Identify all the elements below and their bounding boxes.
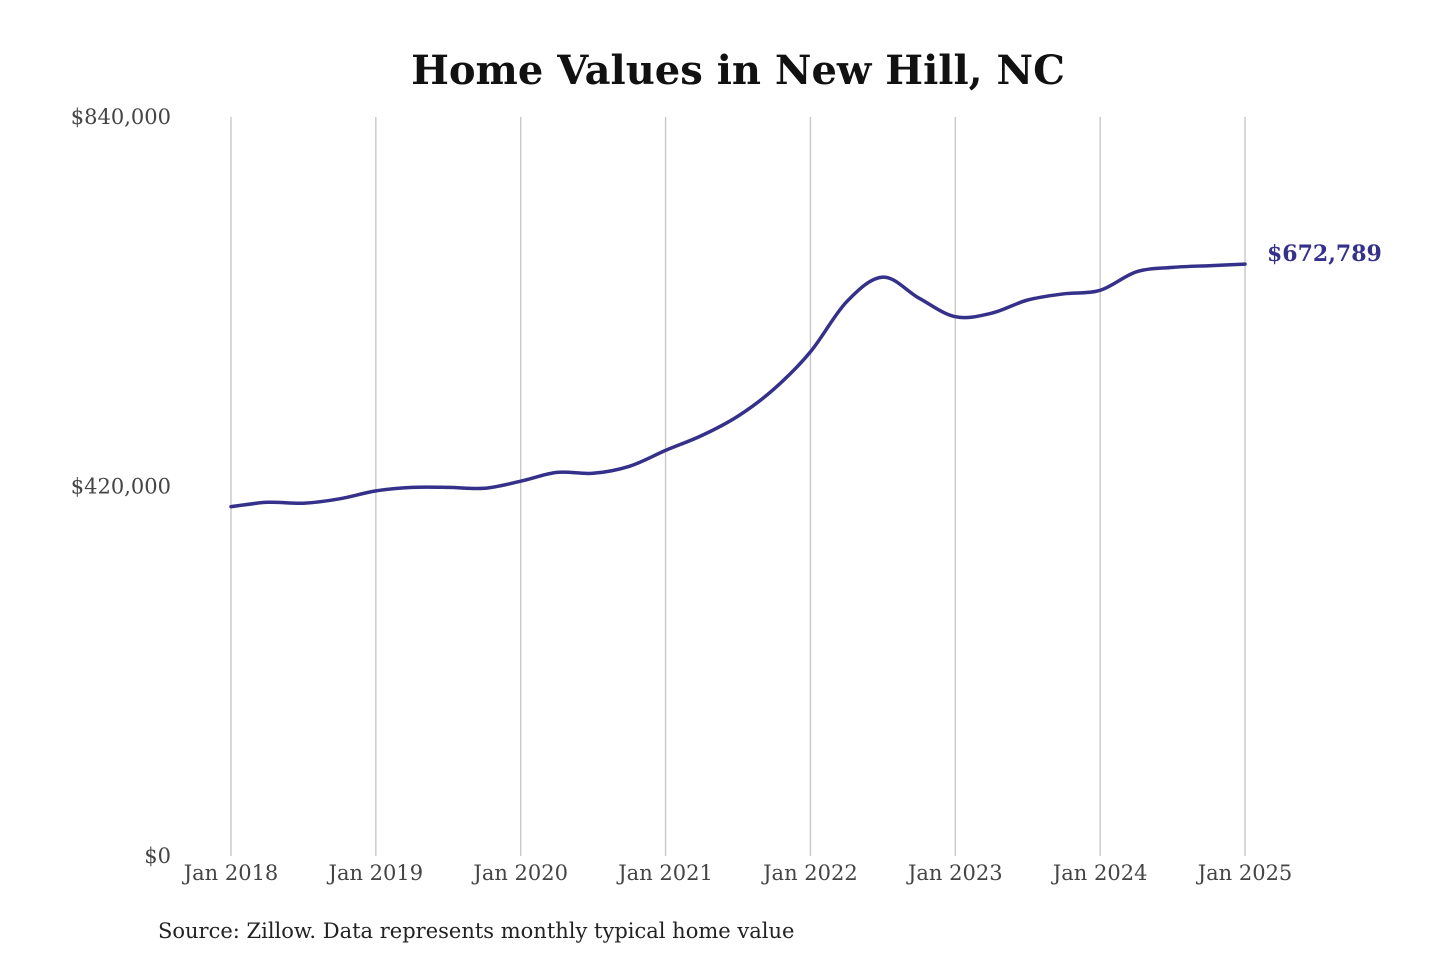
x-tick-label: Jan 2023: [906, 861, 1003, 885]
gridlines: [230, 117, 1246, 856]
x-tick-label: Jan 2024: [1051, 861, 1148, 885]
series-layer: [229, 262, 1247, 509]
x-tick-label: Jan 2020: [471, 861, 568, 885]
chart-title: Home Values in New Hill, NC: [411, 47, 1065, 94]
source-note: Source: Zillow. Data represents monthly …: [158, 919, 794, 943]
x-tick-label: Jan 2021: [616, 861, 713, 885]
y-tick-label: $0: [144, 844, 171, 868]
x-axis: Jan 2018 Jan 2019 Jan 2020 Jan 2021 Jan 2022…: [182, 861, 1293, 885]
x-tick-label: Jan 2022: [761, 861, 858, 885]
y-axis: $0 $420,000 $840,000: [71, 105, 171, 868]
x-tick-label: Jan 2025: [1196, 861, 1293, 885]
end-value-label: $672,789: [1267, 241, 1382, 267]
x-tick-label: Jan 2018: [182, 861, 279, 885]
series-line-0: [229, 262, 1247, 509]
x-tick-label: Jan 2019: [327, 861, 424, 885]
y-tick-label: $840,000: [71, 105, 171, 129]
y-tick-label: $420,000: [71, 475, 171, 499]
